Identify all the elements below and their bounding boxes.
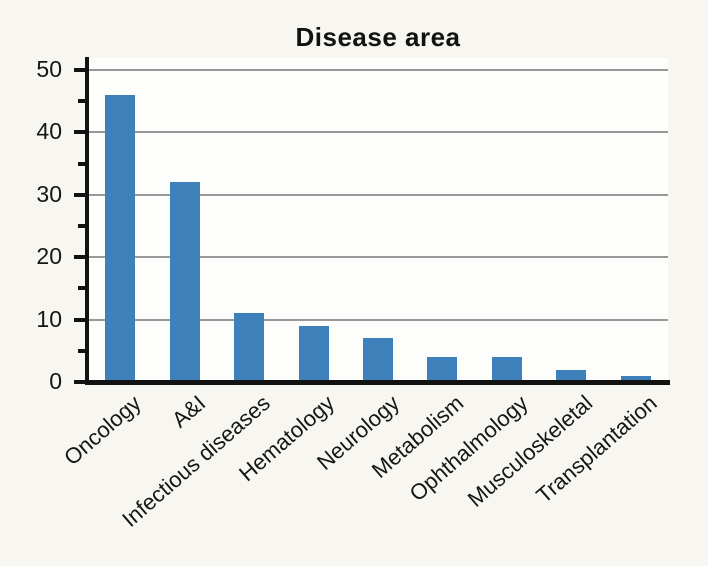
y-tick-label-10: 10 (36, 305, 62, 332)
y-tick-major-50 (74, 68, 86, 72)
bar-musculoskeletal (556, 370, 586, 382)
y-tick-minor-35 (78, 161, 86, 166)
gridline-y-50 (88, 69, 668, 71)
y-tick-minor-25 (78, 224, 86, 228)
gridline-y-30 (88, 193, 668, 196)
x-category-label-a-i: A&I (167, 390, 211, 433)
bar-metabolism (427, 357, 457, 382)
bar-neurology (363, 338, 393, 382)
gridline-y-20 (88, 256, 668, 259)
y-tick-minor-5 (78, 348, 86, 353)
bar-a-i (170, 182, 200, 382)
y-tick-major-30 (74, 192, 86, 197)
chart-title: Disease area (295, 22, 461, 52)
y-tick-label-50: 50 (36, 56, 62, 82)
gridline-y-40 (88, 131, 668, 134)
bar-ophthalmology (492, 357, 522, 382)
y-axis-line (85, 57, 89, 385)
y-tick-label-20: 20 (36, 243, 62, 270)
y-tick-label-30: 30 (36, 180, 62, 207)
y-tick-major-10 (74, 317, 86, 322)
gridline-y-10 (88, 318, 668, 321)
bar-transplantation (621, 376, 651, 382)
y-tick-label-40: 40 (36, 118, 62, 145)
y-tick-minor-45 (78, 99, 86, 104)
y-tick-minor-15 (78, 286, 86, 291)
x-axis-line (85, 380, 670, 385)
y-tick-major-40 (74, 130, 86, 135)
x-category-label-oncology: Oncology (59, 390, 146, 471)
y-tick-label-0: 0 (49, 368, 62, 394)
y-tick-major-20 (74, 255, 86, 260)
bar-hematology (299, 326, 329, 382)
bar-oncology (105, 95, 135, 382)
y-tick-major-0 (74, 380, 86, 384)
bar-infectious-diseases (234, 313, 264, 382)
